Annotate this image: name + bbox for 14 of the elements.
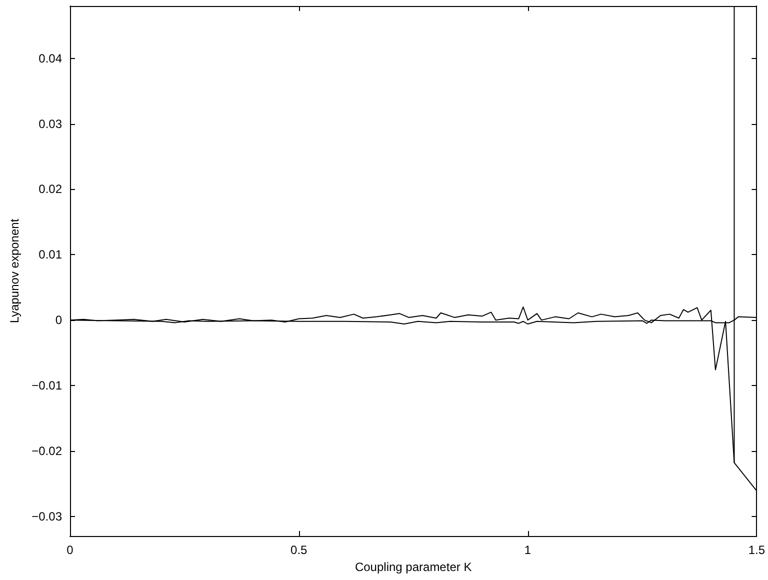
x-tick-label: 1.5	[748, 543, 766, 557]
y-tick-label: −0.01	[32, 378, 62, 393]
y-tick-label: −0.03	[32, 509, 62, 524]
x-tick-label: 0	[66, 543, 74, 557]
y-tick-label: 0.04	[38, 51, 62, 66]
y-tick-label: 0	[55, 313, 62, 328]
y-tick-label: 0.03	[38, 116, 62, 131]
y-tick-label: −0.02	[32, 444, 62, 458]
y-tick-label: 0.02	[38, 182, 62, 196]
x-axis-title: Coupling parameter K	[354, 560, 472, 574]
y-axis-title: Lyapunov exponent	[8, 218, 22, 324]
y-tick-label: 0.01	[38, 248, 62, 262]
x-tick-label: 0.5	[290, 543, 308, 557]
x-tick-label: 1	[524, 543, 532, 557]
